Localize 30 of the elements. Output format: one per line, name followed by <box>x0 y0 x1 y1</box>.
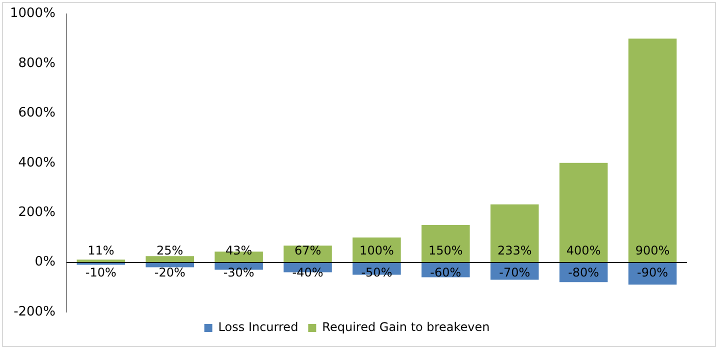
data-label: 25% <box>156 243 184 258</box>
bar <box>146 262 194 268</box>
legend-label: Required Gain to breakeven <box>322 320 490 334</box>
y-tick-label: 400% <box>18 155 56 170</box>
data-label: -90% <box>637 265 668 280</box>
y-tick-label: 0% <box>34 254 56 270</box>
y-tick-label: -200% <box>14 304 56 320</box>
data-label: -80% <box>568 265 600 280</box>
y-tick-label: 1000% <box>10 6 56 22</box>
data-label: 150% <box>428 243 463 258</box>
data-label: -30% <box>223 265 254 280</box>
y-tick-label: 800% <box>18 56 56 71</box>
bar <box>422 225 470 262</box>
legend-label: Loss Incurred <box>218 320 298 334</box>
data-label: -60% <box>430 265 462 280</box>
bar <box>490 204 539 262</box>
data-label: 233% <box>497 243 532 258</box>
data-label: -20% <box>154 265 186 280</box>
bar <box>146 256 194 262</box>
data-label: 67% <box>294 243 322 258</box>
data-label: -10% <box>85 265 116 280</box>
data-label: 100% <box>360 243 394 258</box>
data-label: 900% <box>635 243 670 258</box>
y-tick-label: 600% <box>18 106 56 121</box>
data-label: 11% <box>88 243 114 258</box>
bar <box>559 162 608 262</box>
y-tick-label: 200% <box>18 204 56 220</box>
bar <box>628 38 677 262</box>
data-label: 400% <box>566 243 601 258</box>
data-label: -70% <box>499 265 530 280</box>
